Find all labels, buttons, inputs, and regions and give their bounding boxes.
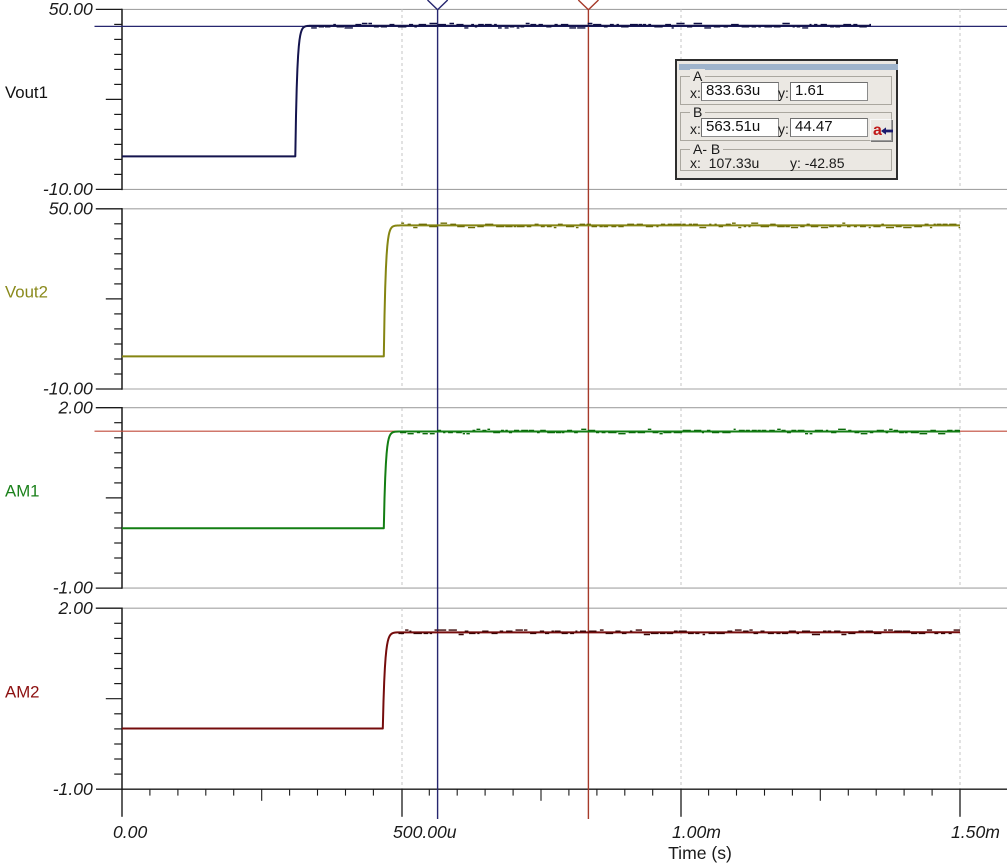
svg-text:Time (s): Time (s) [668,843,732,863]
svg-text:AM2: AM2 [5,682,40,701]
svg-text:0.00: 0.00 [113,822,147,842]
svg-text:-10.00: -10.00 [43,379,93,399]
svg-text:AM1: AM1 [5,482,40,501]
svg-text:1.00m: 1.00m [672,822,721,842]
svg-text:-10.00: -10.00 [43,179,93,199]
svg-text:-1.00: -1.00 [53,578,93,598]
svg-text:Vout2: Vout2 [5,283,48,302]
svg-text:2.00: 2.00 [58,397,93,417]
svg-text:1.50m: 1.50m [951,822,1000,842]
svg-text:2.00: 2.00 [58,598,93,618]
svg-text:50.00: 50.00 [49,0,93,19]
svg-text:-1.00: -1.00 [53,779,93,799]
svg-text:500.00u: 500.00u [393,822,457,842]
svg-text:Vout1: Vout1 [5,83,48,102]
svg-text:50.00: 50.00 [49,198,93,218]
